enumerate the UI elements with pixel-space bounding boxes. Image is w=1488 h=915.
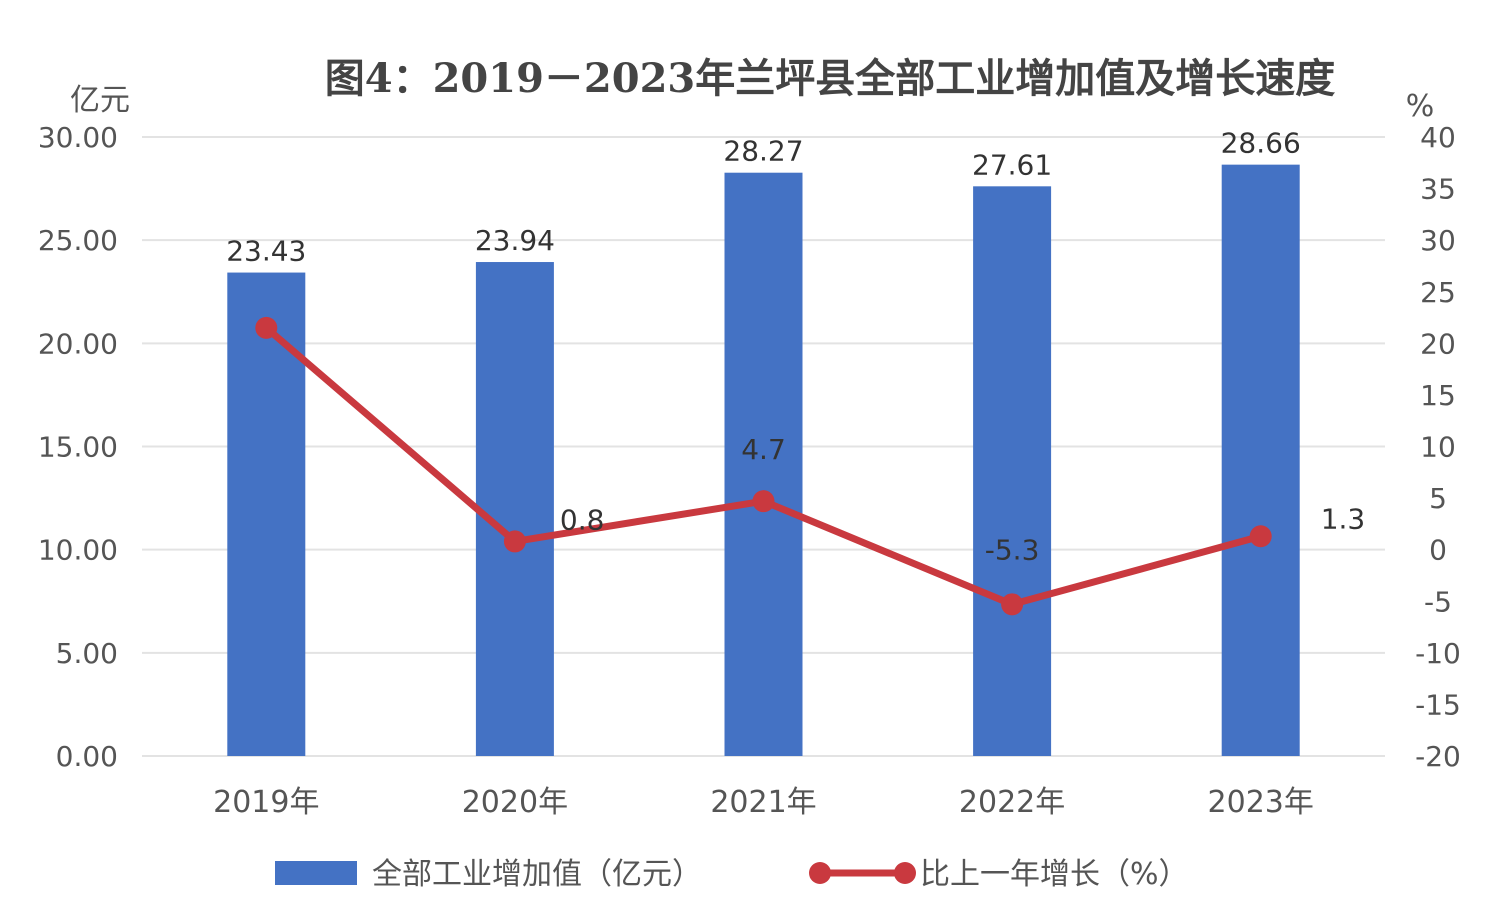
bar (475, 262, 554, 756)
right-tick-label: 40 (1420, 121, 1456, 154)
bar (724, 172, 803, 756)
right-axis-unit: % (1406, 89, 1435, 124)
right-tick-label: -15 (1415, 688, 1461, 721)
category-label: 2021年 (710, 785, 816, 820)
bar-value-label: 23.43 (226, 235, 306, 268)
bar-value-label: 28.27 (723, 135, 803, 168)
category-label: 2023年 (1208, 785, 1314, 820)
left-tick-label: 30.00 (38, 121, 118, 154)
line-data-labels: 0.8 4.7 -5.3 1.3 (560, 433, 1365, 566)
left-tick-label: 0.00 (56, 740, 118, 773)
legend-line-marker (809, 862, 831, 884)
bar (973, 186, 1052, 756)
chart-title: 图4：2019－2023年兰坪县全部工业增加值及增长速度 (325, 55, 1336, 102)
right-tick-label: 5 (1429, 482, 1447, 515)
right-tick-label: 10 (1420, 431, 1456, 464)
right-tick-label: 25 (1420, 276, 1456, 309)
bar (1221, 164, 1300, 756)
category-label: 2020年 (462, 785, 568, 820)
right-tick-label: -20 (1415, 740, 1461, 773)
bar (227, 272, 306, 756)
bar-data-labels: 23.43 23.94 28.27 27.61 28.66 (226, 127, 1301, 268)
line-value-label: 0.8 (560, 503, 605, 536)
right-tick-label: 15 (1420, 379, 1456, 412)
legend-bar-swatch (275, 861, 357, 885)
right-tick-label: 35 (1420, 173, 1456, 206)
right-tick-label: 20 (1420, 327, 1456, 360)
line-marker (255, 316, 278, 339)
right-tick-label: -10 (1415, 637, 1461, 670)
line-marker (503, 530, 526, 553)
bar-value-label: 27.61 (972, 148, 1052, 181)
right-axis-ticks: -20 -15 -10 -5 0 5 10 15 20 25 30 35 40 (1415, 121, 1461, 773)
bar-value-label: 28.66 (1221, 127, 1301, 160)
left-axis-ticks: 0.00 5.00 10.00 15.00 20.00 25.00 30.00 (38, 121, 118, 773)
left-axis-unit: 亿元 (70, 83, 130, 118)
line-marker (752, 490, 775, 513)
left-tick-label: 15.00 (38, 431, 118, 464)
line-value-label: 1.3 (1321, 502, 1366, 535)
left-tick-label: 5.00 (56, 637, 118, 670)
right-tick-label: 0 (1429, 534, 1447, 567)
right-tick-label: 30 (1420, 224, 1456, 257)
line-value-label: 4.7 (741, 433, 786, 466)
legend-line-marker (894, 862, 916, 884)
right-tick-label: -5 (1424, 585, 1452, 618)
left-tick-label: 20.00 (38, 327, 118, 360)
legend-bar-label: 全部工业增加值（亿元） (372, 857, 702, 892)
legend-line-label: 比上一年增长（%） (920, 857, 1189, 892)
line-marker (1001, 593, 1024, 616)
category-labels: 2019年 2020年 2021年 2022年 2023年 (213, 785, 1314, 820)
bar-series (227, 164, 1300, 756)
line-marker (1249, 525, 1272, 548)
line-value-label: -5.3 (985, 533, 1040, 566)
left-tick-label: 10.00 (38, 534, 118, 567)
line-series (255, 316, 1272, 616)
category-label: 2019年 (213, 785, 319, 820)
category-label: 2022年 (959, 785, 1065, 820)
legend: 全部工业增加值（亿元） 比上一年增长（%） (275, 857, 1189, 892)
bar-value-label: 23.94 (475, 224, 555, 257)
left-tick-label: 25.00 (38, 224, 118, 257)
